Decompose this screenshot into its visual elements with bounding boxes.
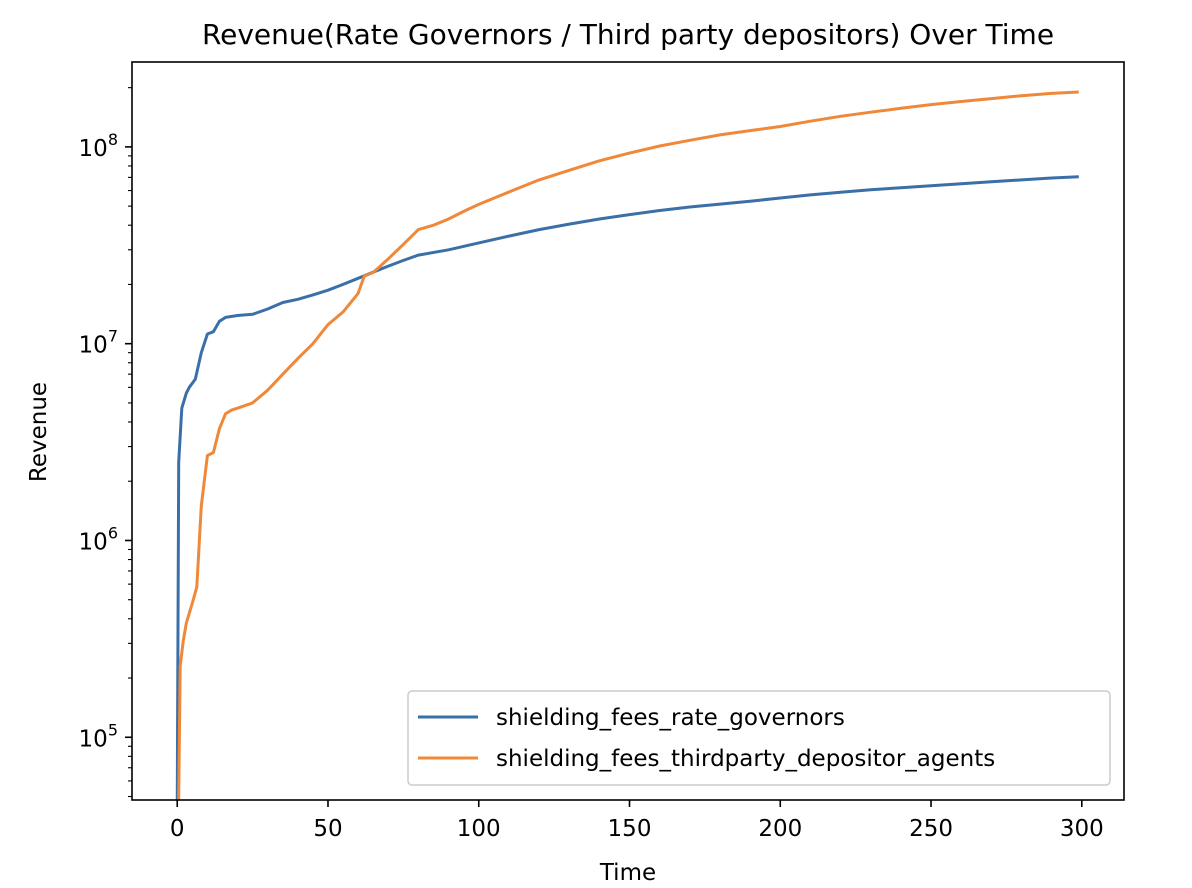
series-layer [175,90,1079,800]
y-tick-label: 106 [79,523,118,555]
y-axis-title: Revenue [26,382,52,482]
plot-frame [131,61,1125,801]
x-tick-label: 150 [608,816,652,842]
series-line-0 [175,175,1079,800]
series-line-1 [177,90,1079,800]
x-tick-label: 300 [1060,816,1104,842]
x-tick-label: 50 [313,816,342,842]
legend-label-thirdparty-depositors: shielding_fees_thirdparty_depositor_agen… [496,746,995,772]
x-tick-label: 200 [758,816,802,842]
x-axis-ticks: 0 50 100 150 200 250 300 [170,800,1104,842]
legend: shielding_fees_rate_governors shielding_… [407,690,1111,786]
y-tick-label: 108 [79,130,118,162]
y-tick-label: 107 [79,327,118,359]
legend-box [407,690,1111,786]
x-axis-title: Time [599,860,656,886]
chart-title: Revenue(Rate Governors / Third party dep… [202,18,1054,51]
y-tick-label: 105 [79,720,118,752]
x-tick-label: 0 [170,816,185,842]
x-tick-label: 100 [457,816,501,842]
legend-label-rate-governors: shielding_fees_rate_governors [496,705,845,731]
x-tick-label: 250 [909,816,953,842]
